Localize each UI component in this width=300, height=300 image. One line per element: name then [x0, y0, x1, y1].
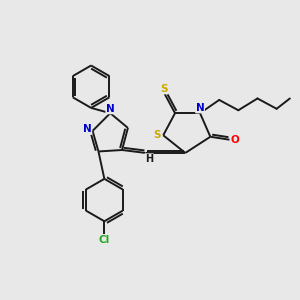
Text: S: S [160, 84, 168, 94]
Text: O: O [230, 135, 239, 145]
Text: Cl: Cl [99, 235, 110, 244]
Text: N: N [106, 104, 115, 114]
Text: S: S [153, 130, 160, 140]
Text: N: N [83, 124, 92, 134]
Text: H: H [145, 154, 153, 164]
Text: N: N [196, 103, 204, 113]
